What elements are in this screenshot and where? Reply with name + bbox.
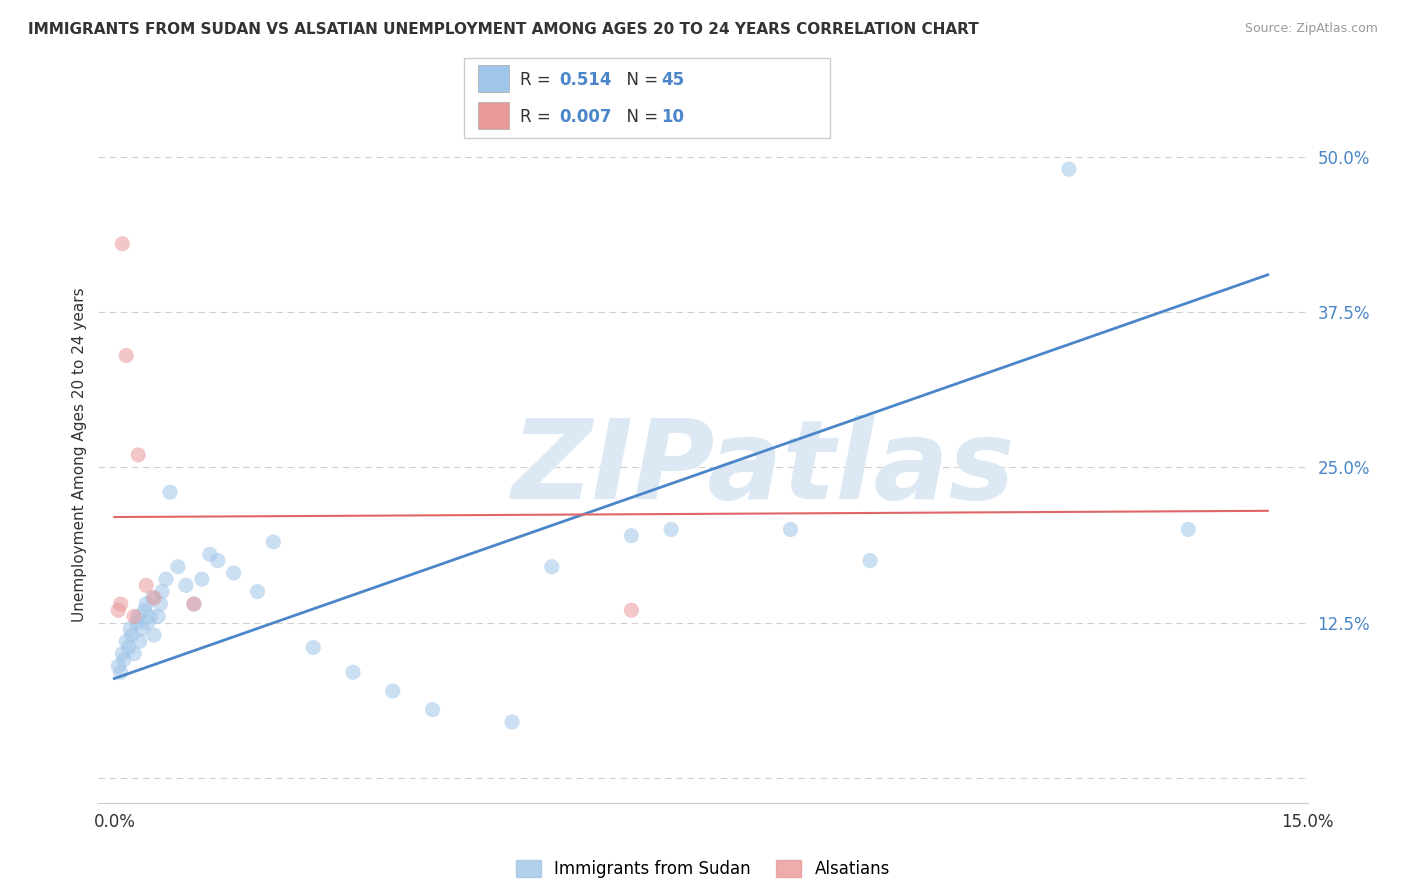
Point — [183, 597, 205, 611]
Point — [125, 615, 148, 630]
Point — [111, 647, 134, 661]
Text: 45: 45 — [661, 70, 683, 88]
Point — [207, 553, 229, 567]
Text: IMMIGRANTS FROM SUDAN VS ALSATIAN UNEMPLOYMENT AMONG AGES 20 TO 24 YEARS CORRELA: IMMIGRANTS FROM SUDAN VS ALSATIAN UNEMPL… — [28, 22, 979, 37]
Point — [167, 559, 190, 574]
Point — [191, 572, 214, 586]
Point — [131, 622, 153, 636]
Text: N =: N = — [616, 108, 664, 126]
Point — [149, 597, 172, 611]
Point — [122, 647, 145, 661]
Point — [146, 609, 169, 624]
Text: R =: R = — [520, 108, 557, 126]
Point — [620, 603, 643, 617]
Point — [246, 584, 269, 599]
Point — [859, 553, 882, 567]
Point — [779, 523, 801, 537]
Point — [134, 603, 156, 617]
Point — [127, 609, 149, 624]
Point — [115, 349, 138, 363]
Legend: Immigrants from Sudan, Alsatians: Immigrants from Sudan, Alsatians — [509, 854, 897, 885]
Point — [110, 597, 132, 611]
Point — [501, 714, 523, 729]
Point — [120, 622, 142, 636]
Text: ZIPatlas: ZIPatlas — [512, 416, 1015, 523]
Point — [659, 523, 682, 537]
Point — [111, 236, 134, 251]
Point — [540, 559, 562, 574]
Point — [183, 597, 205, 611]
Text: 10: 10 — [661, 108, 683, 126]
Point — [115, 634, 138, 648]
Text: N =: N = — [616, 70, 664, 88]
Point — [112, 653, 135, 667]
Point — [121, 628, 143, 642]
Y-axis label: Unemployment Among Ages 20 to 24 years: Unemployment Among Ages 20 to 24 years — [72, 287, 87, 623]
Point — [1177, 523, 1199, 537]
Point — [135, 597, 157, 611]
Point — [135, 578, 157, 592]
Point — [222, 566, 245, 580]
Point — [381, 684, 404, 698]
Point — [107, 603, 129, 617]
Text: R =: R = — [520, 70, 557, 88]
Point — [342, 665, 364, 680]
Point — [139, 609, 162, 624]
Point — [107, 659, 129, 673]
Point — [136, 615, 159, 630]
Point — [174, 578, 197, 592]
Text: 0.007: 0.007 — [560, 108, 612, 126]
Point — [620, 529, 643, 543]
Point — [302, 640, 325, 655]
Text: Source: ZipAtlas.com: Source: ZipAtlas.com — [1244, 22, 1378, 36]
Point — [128, 634, 150, 648]
Point — [141, 591, 163, 605]
Point — [422, 703, 444, 717]
Point — [198, 547, 221, 561]
Text: 0.514: 0.514 — [560, 70, 612, 88]
Point — [110, 665, 132, 680]
Point — [159, 485, 181, 500]
Point — [150, 584, 173, 599]
Point — [155, 572, 177, 586]
Point — [122, 609, 145, 624]
Point — [1057, 162, 1080, 177]
Point — [143, 628, 166, 642]
Point — [262, 535, 284, 549]
Point — [143, 591, 166, 605]
Point — [127, 448, 149, 462]
Point — [118, 640, 141, 655]
